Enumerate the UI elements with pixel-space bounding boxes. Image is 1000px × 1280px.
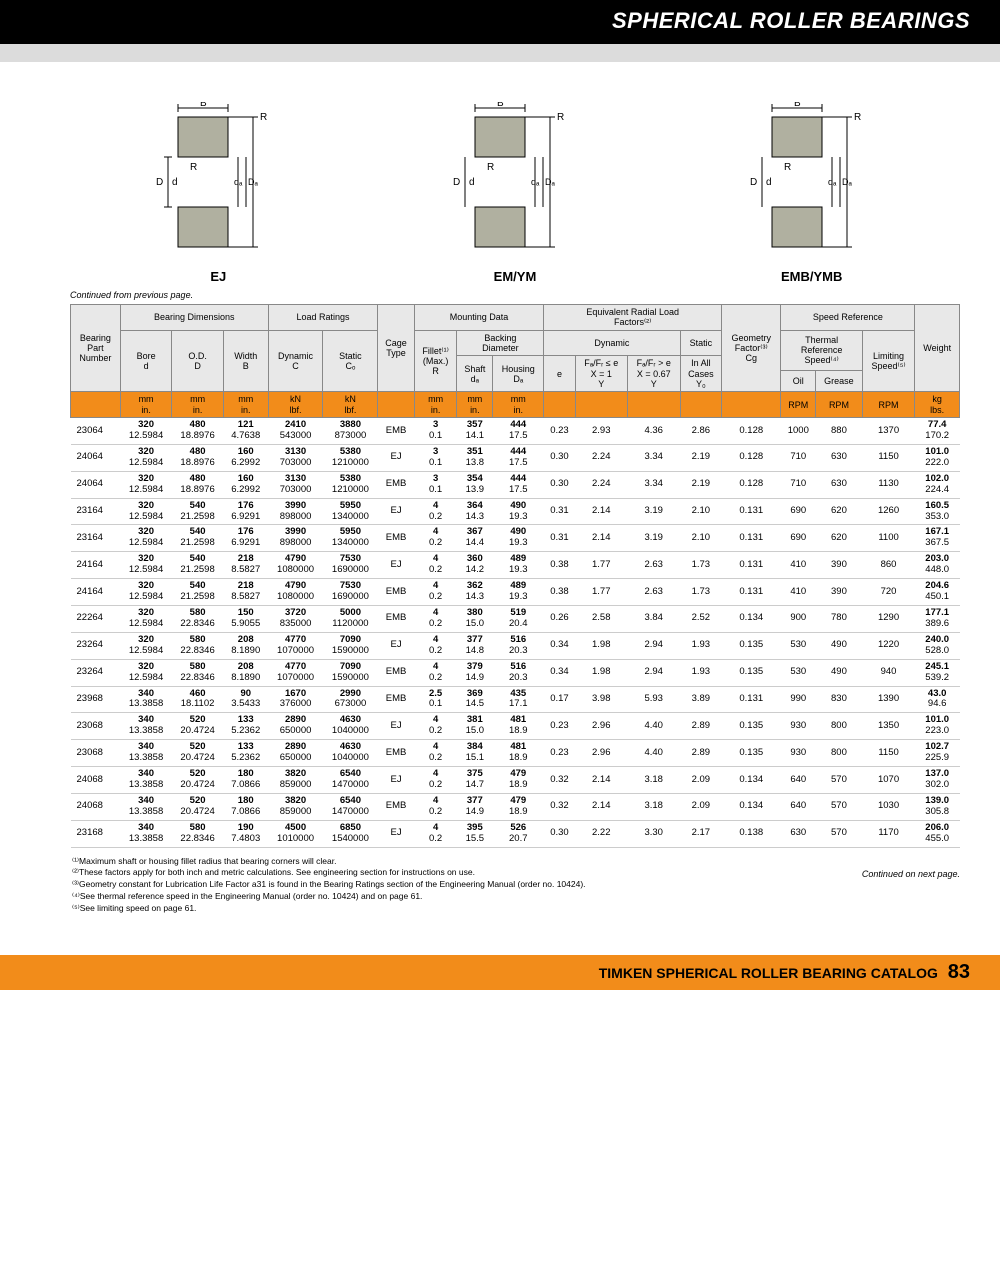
table-row: 2326432012.598458022.83462088.1890477010… (71, 632, 960, 659)
svg-text:D: D (453, 177, 460, 188)
diagram-label: EM/YM (425, 269, 605, 284)
svg-text:Dₐ: Dₐ (842, 177, 852, 187)
footnote-4: ⁽⁴⁾See thermal reference speed in the En… (72, 891, 960, 903)
footnote-1: ⁽¹⁾Maximum shaft or housing fillet radiu… (72, 856, 960, 868)
footnote-2: ⁽²⁾These factors apply for both inch and… (72, 867, 960, 879)
content: B R R D d dₐ Dₐ EJ B R (0, 62, 1000, 915)
table-row: 2316432012.598454021.25981766.9291399089… (71, 525, 960, 552)
col-y2: Fₐ/Fᵣ > eX = 0.67Y (627, 356, 680, 392)
table-row: 2316834013.385858022.83461907.4803450010… (71, 820, 960, 847)
table-row: 2406834013.385852020.47241807.0866382085… (71, 767, 960, 794)
footer-band: TIMKEN SPHERICAL ROLLER BEARING CATALOG … (0, 955, 1000, 990)
footnote-3: ⁽³⁾Geometry constant for Lubrication Lif… (72, 879, 960, 891)
svg-text:d: d (469, 177, 475, 188)
svg-text:d: d (766, 177, 772, 188)
svg-text:B: B (200, 102, 207, 109)
table-head: BearingPartNumber Bearing Dimensions Loa… (71, 305, 960, 418)
diagram-ej: B R R D d dₐ Dₐ EJ (128, 102, 308, 284)
diagram-em: B R R D d dₐ Dₐ EM/YM (425, 102, 605, 284)
bearing-diagram-svg: B R R D d dₐ Dₐ (128, 102, 308, 262)
col-speed: Speed Reference (781, 305, 915, 331)
table-row: 2396834013.385846018.1102903.54331670376… (71, 686, 960, 713)
table-row: 2406432012.598448018.89761606.2992313070… (71, 471, 960, 498)
svg-text:D: D (750, 177, 757, 188)
col-y0: In AllCasesY₀ (680, 356, 722, 392)
col-stat: StaticCₒ (323, 330, 378, 392)
col-od: O.D.D (172, 330, 224, 392)
svg-text:R: R (487, 162, 494, 173)
diagram-row: B R R D d dₐ Dₐ EJ B R (70, 102, 960, 284)
bearing-table: BearingPartNumber Bearing Dimensions Loa… (70, 304, 960, 848)
col-dynf: Dynamic (544, 330, 680, 356)
col-fillet: Fillet⁽¹⁾(Max.)R (414, 330, 457, 392)
col-weight: Weight (915, 305, 960, 392)
col-housing: HousingDₐ (493, 356, 544, 392)
col-e: e (544, 356, 575, 392)
col-oil: Oil (781, 370, 816, 392)
col-grease: Grease (816, 370, 863, 392)
col-shaft: Shaftdₐ (457, 356, 493, 392)
footnotes: Continued on next page. ⁽¹⁾Maximum shaft… (72, 856, 960, 915)
table-row: 2306834013.385852020.47241335.2362289065… (71, 740, 960, 767)
col-dyn: DynamicC (268, 330, 323, 392)
bearing-diagram-svg: B R R D d dₐ Dₐ (722, 102, 902, 262)
col-geom: GeometryFactor⁽³⁾Cg (722, 305, 781, 392)
continued-from: Continued from previous page. (70, 290, 960, 300)
svg-text:Dₐ: Dₐ (545, 177, 555, 187)
col-part: BearingPartNumber (71, 305, 121, 392)
svg-text:D: D (156, 177, 163, 188)
continued-next: Continued on next page. (862, 868, 960, 881)
col-statf: Static (680, 330, 722, 356)
svg-text:dₐ: dₐ (234, 177, 243, 187)
col-thermal: ThermalReferenceSpeed⁽⁴⁾ (781, 330, 862, 370)
page-number: 83 (948, 961, 970, 983)
table-row: 2306432012.598448018.89761214.7638241054… (71, 418, 960, 445)
col-width: WidthB (223, 330, 268, 392)
svg-text:Dₐ: Dₐ (248, 177, 258, 187)
units-row: mmin.mmin.mmin. kNlbf.kNlbf. mmin.mmin.m… (71, 392, 960, 418)
col-bore: Bored (120, 330, 172, 392)
footnote-5: ⁽⁵⁾See limiting speed on page 61. (72, 903, 960, 915)
table-row: 2306834013.385852020.47241335.2362289065… (71, 713, 960, 740)
svg-text:R: R (190, 162, 197, 173)
svg-text:R: R (260, 112, 267, 123)
svg-text:R: R (557, 112, 564, 123)
diagram-emb: B R R D d dₐ Dₐ EMB/YMB (722, 102, 902, 284)
gray-band (0, 44, 1000, 62)
bearing-diagram-svg: B R R D d dₐ Dₐ (425, 102, 605, 262)
svg-text:B: B (794, 102, 801, 109)
table-row: 2326432012.598458022.83462088.1890477010… (71, 659, 960, 686)
svg-text:dₐ: dₐ (531, 177, 540, 187)
diagram-label: EJ (128, 269, 308, 284)
diagram-label: EMB/YMB (722, 269, 902, 284)
col-erl: Equivalent Radial LoadFactors⁽²⁾ (544, 305, 722, 331)
col-dims: Bearing Dimensions (120, 305, 268, 331)
col-mount: Mounting Data (414, 305, 544, 331)
svg-text:R: R (784, 162, 791, 173)
svg-text:dₐ: dₐ (828, 177, 837, 187)
table-row: 2406432012.598448018.89761606.2992313070… (71, 444, 960, 471)
col-limiting: LimitingSpeed⁽⁵⁾ (862, 330, 915, 392)
svg-text:B: B (497, 102, 504, 109)
table-row: 2226432012.598458022.83461505.9055372083… (71, 606, 960, 633)
table-row: 2416432012.598454021.25982188.5827479010… (71, 552, 960, 579)
table-body: 2306432012.598448018.89761214.7638241054… (71, 418, 960, 848)
col-cage: CageType (378, 305, 414, 392)
svg-text:R: R (854, 112, 861, 123)
footer-text: TIMKEN SPHERICAL ROLLER BEARING CATALOG (599, 965, 938, 981)
page-title: SPHERICAL ROLLER BEARINGS (0, 8, 970, 34)
col-backing: BackingDiameter (457, 330, 544, 356)
table-row: 2416432012.598454021.25982188.5827479010… (71, 579, 960, 606)
svg-text:d: d (172, 177, 178, 188)
col-load: Load Ratings (268, 305, 378, 331)
table-row: 2316432012.598454021.25981766.9291399089… (71, 498, 960, 525)
col-y1: Fₐ/Fᵣ ≤ eX = 1Y (575, 356, 627, 392)
header-band: SPHERICAL ROLLER BEARINGS (0, 0, 1000, 44)
table-row: 2406834013.385852020.47241807.0866382085… (71, 793, 960, 820)
